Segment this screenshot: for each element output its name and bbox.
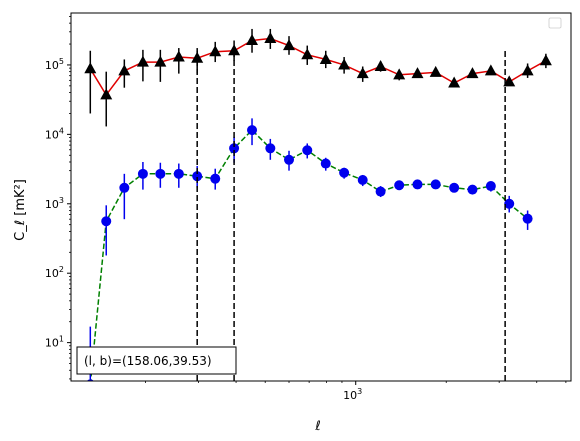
series-1-point-19 [430,179,441,190]
series-1-point-13 [320,158,331,169]
series-1-point-8 [229,143,240,154]
series-1-point-11 [284,154,295,165]
series-1-line [89,129,529,381]
series-0-point-3 [136,55,149,67]
series-1-point-22 [485,181,496,192]
series-0-point-8 [228,44,241,56]
series-1-point-18 [412,179,423,190]
series-0-point-14 [338,58,351,70]
series-1-point-9 [247,125,258,136]
series-0-point-13 [319,52,332,64]
series-1-point-3 [137,168,148,179]
series-1-point-4 [155,168,166,179]
series-0-point-4 [154,55,167,67]
y-tick-label-3: 104 [45,126,64,141]
legend-box[interactable] [548,17,562,29]
plot-frame [70,12,572,382]
series-0-point-15 [356,67,369,79]
series-0-point-17 [393,68,406,80]
x-axis-label: ℓ [314,419,320,434]
y-tick-label-2: 103 [45,196,64,211]
series-0-point-5 [172,50,185,62]
series-0-point-11 [283,39,296,51]
y-tick-label-0: 101 [45,335,64,350]
series-0-point-23 [503,75,516,87]
series-1-point-2 [119,182,130,193]
series-0-point-22 [484,64,497,76]
series-0-point-7 [209,45,222,57]
series-0-point-25 [539,54,552,66]
series-1-point-12 [302,145,313,156]
series-0-point-9 [246,33,259,45]
series-0-point-24 [521,64,534,76]
series-0-point-6 [191,51,204,63]
series-0-point-20 [448,76,461,88]
x-tick-label-0: 103 [343,387,362,402]
series-0-point-10 [264,32,277,44]
series-0-point-19 [429,65,442,77]
annotation-box: (l, b)=(158.06,39.53) [76,346,237,375]
series-1-point-24 [522,213,533,224]
series-0-point-12 [301,48,314,60]
series-0-point-21 [466,67,479,79]
series-1-point-17 [394,180,405,191]
series-1 [86,118,533,381]
series-0-point-18 [411,67,424,79]
series-1-point-1 [101,216,112,227]
y-tick-label-1: 102 [45,265,64,280]
series-0-line [89,37,547,97]
series-1-point-20 [449,182,460,193]
series-0-point-1 [100,88,113,100]
y-tick-label-4: 105 [45,57,64,72]
series-1-point-7 [210,173,221,184]
series-1-point-6 [192,171,203,182]
series-0-point-16 [374,59,387,71]
y-axis-label: C_ℓ [mK²] [13,179,28,241]
annotation-text: (l, b)=(158.06,39.53) [84,354,212,368]
series-0-point-0 [84,62,97,74]
series-1-point-14 [339,167,350,178]
series-1-point-5 [173,168,184,179]
series-0 [84,28,552,127]
series-1-point-15 [357,175,368,186]
series-1-point-21 [467,184,478,195]
series-1-point-10 [265,143,276,154]
series-0-point-2 [118,64,131,76]
series-1-point-16 [375,186,386,197]
series-1-point-23 [504,198,515,209]
